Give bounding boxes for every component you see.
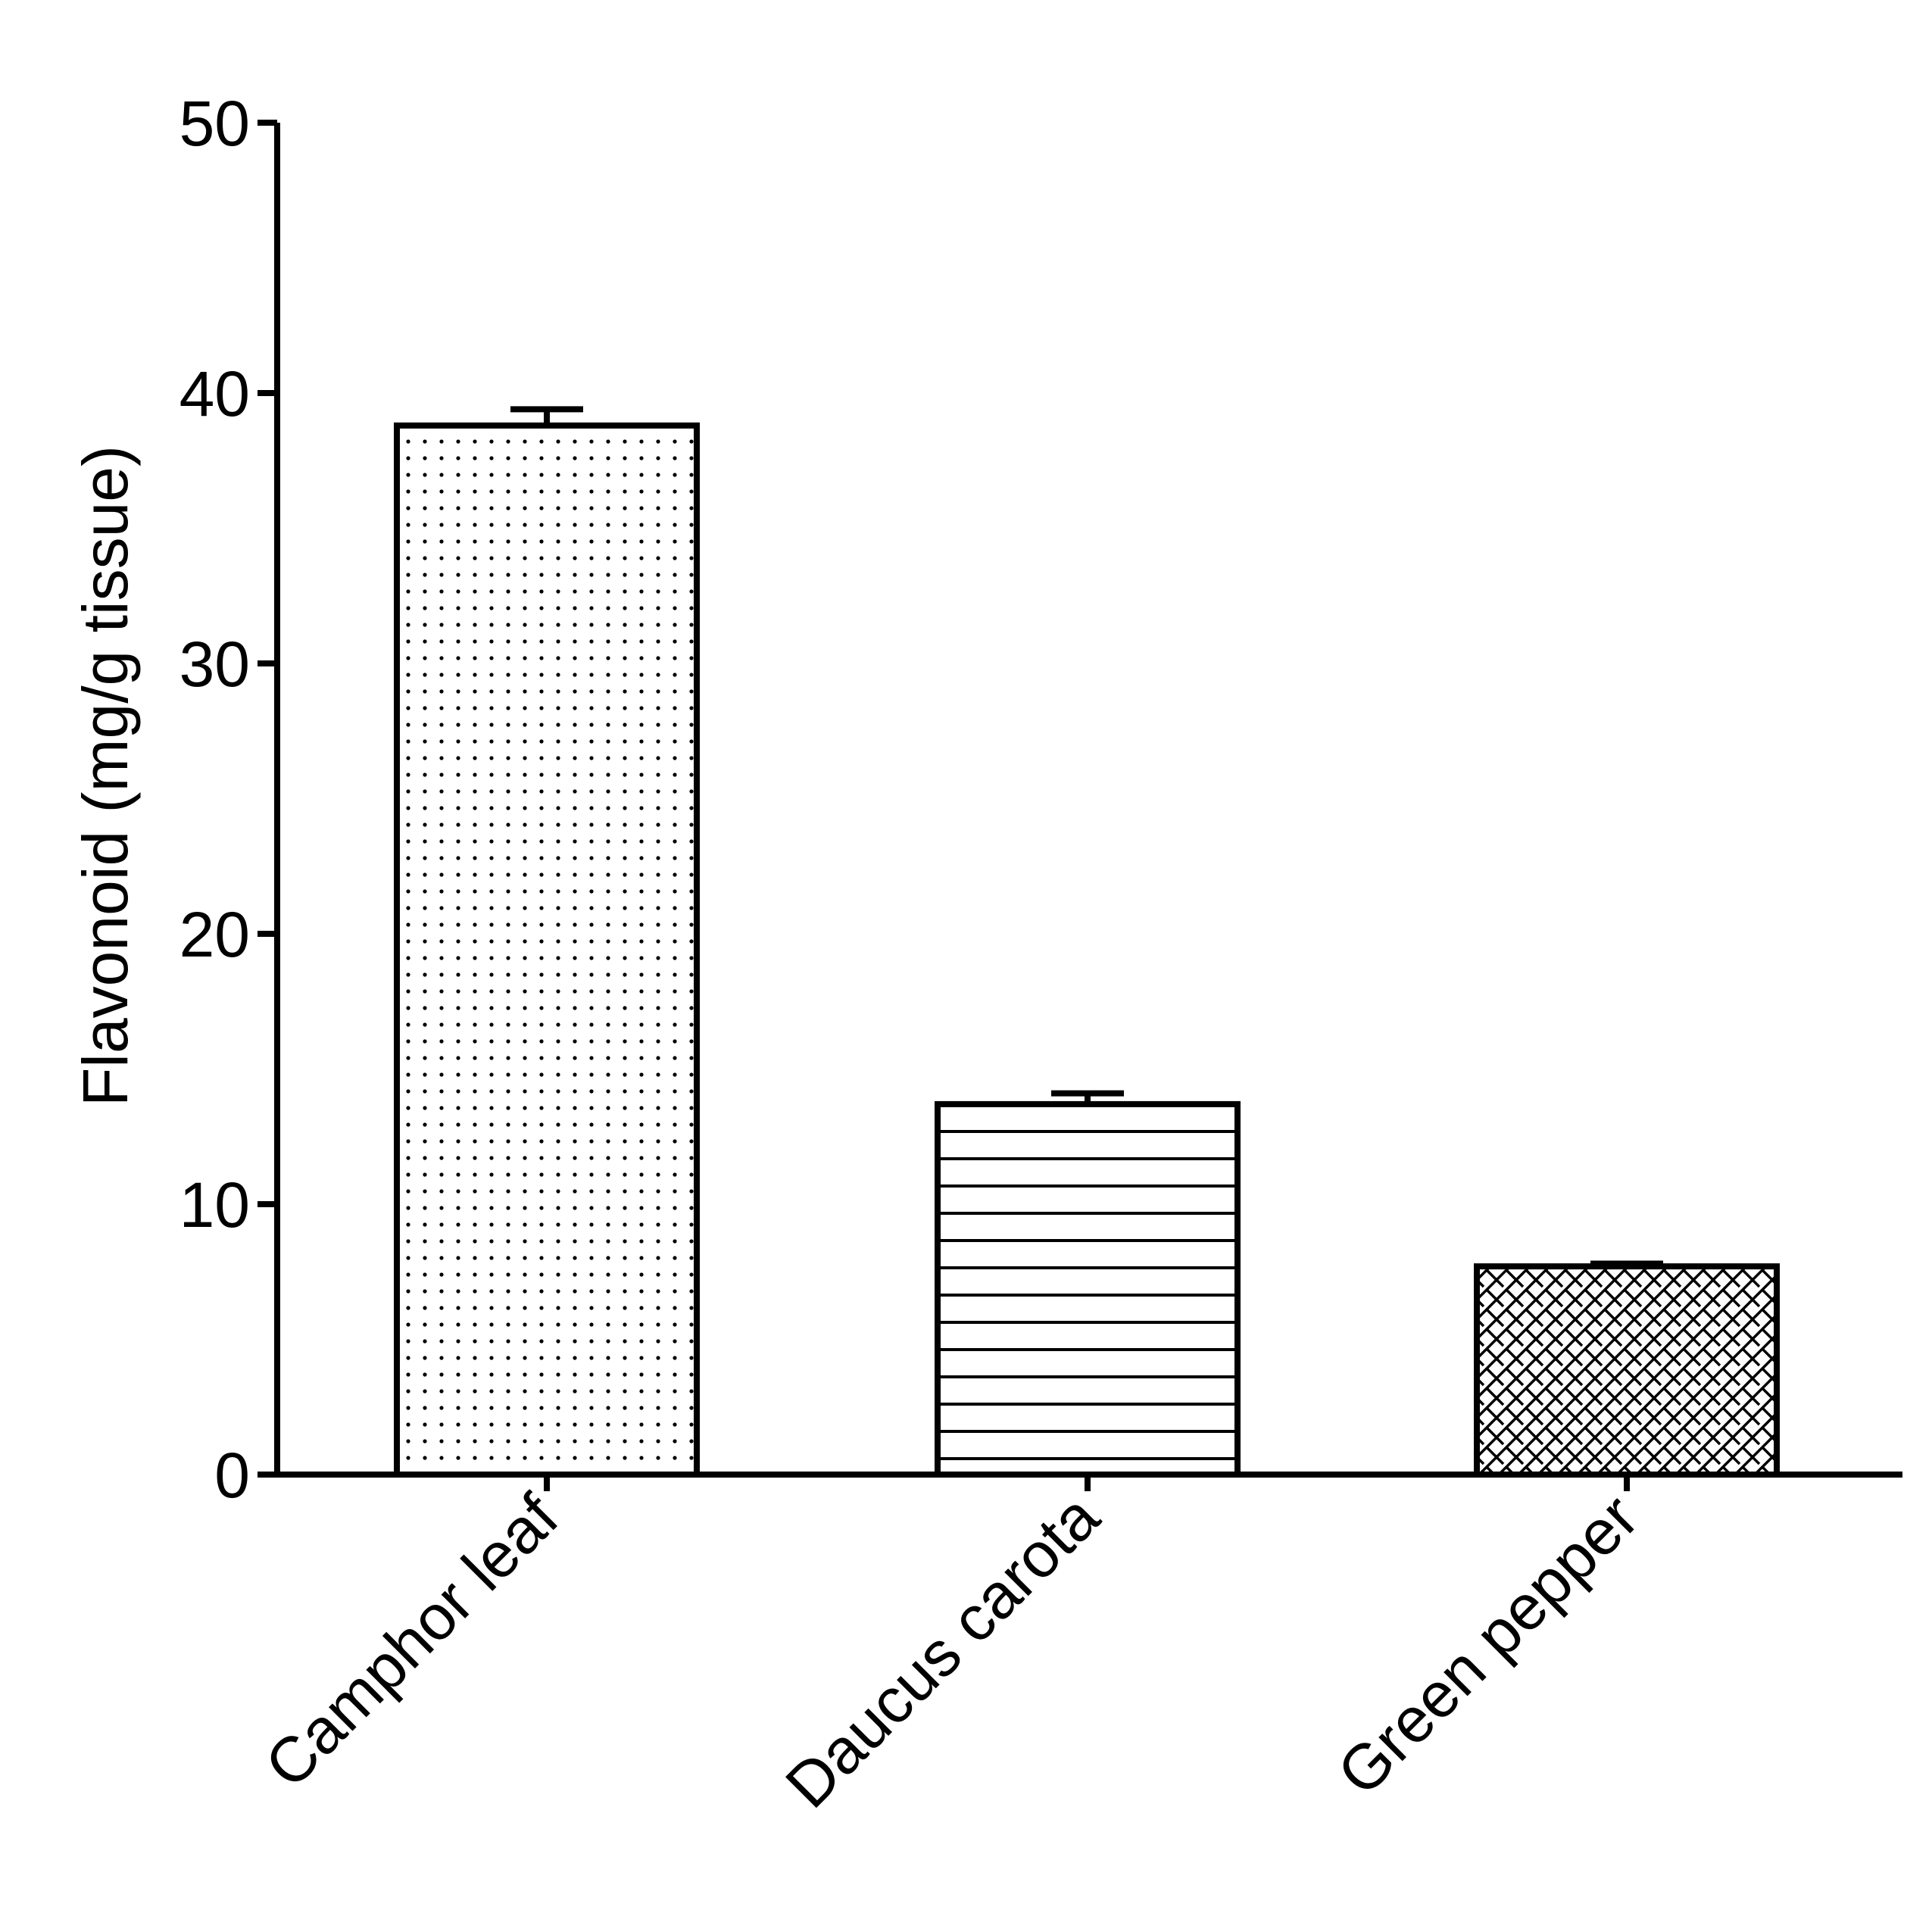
error-bar-daucus-carota xyxy=(1051,1090,1124,1104)
y-tick-label-50: 50 xyxy=(179,88,250,159)
y-tick-label-10: 10 xyxy=(179,1169,250,1241)
x-tick-label-daucus-carota: Daucus carota xyxy=(772,1481,1113,1821)
x-tick-label-camphor-leaf: Camphor leaf xyxy=(251,1481,572,1801)
x-tick-label-green-pepper: Green pepper xyxy=(1324,1481,1652,1809)
x-ticks-group: Camphor leaf Daucus carota Green pepper xyxy=(251,1475,1652,1821)
y-tick-label-0: 0 xyxy=(214,1440,250,1511)
y-tick-label-40: 40 xyxy=(179,358,250,429)
error-bar-camphor-leaf xyxy=(510,406,583,426)
error-bar-green-pepper xyxy=(1590,1260,1663,1267)
bars-group xyxy=(394,422,1780,1478)
bar-camphor-leaf xyxy=(394,422,700,1478)
y-axis-title: Flavonoid (mg/g tissue) xyxy=(70,445,141,1106)
y-tick-label-30: 30 xyxy=(179,629,250,700)
bar-daucus-carota xyxy=(935,1100,1241,1478)
error-bars-group xyxy=(510,406,1663,1267)
bar-green-pepper xyxy=(1474,1263,1780,1478)
y-tick-label-20: 20 xyxy=(179,899,250,970)
y-ticks-group: 0 10 20 30 40 50 xyxy=(179,88,277,1511)
